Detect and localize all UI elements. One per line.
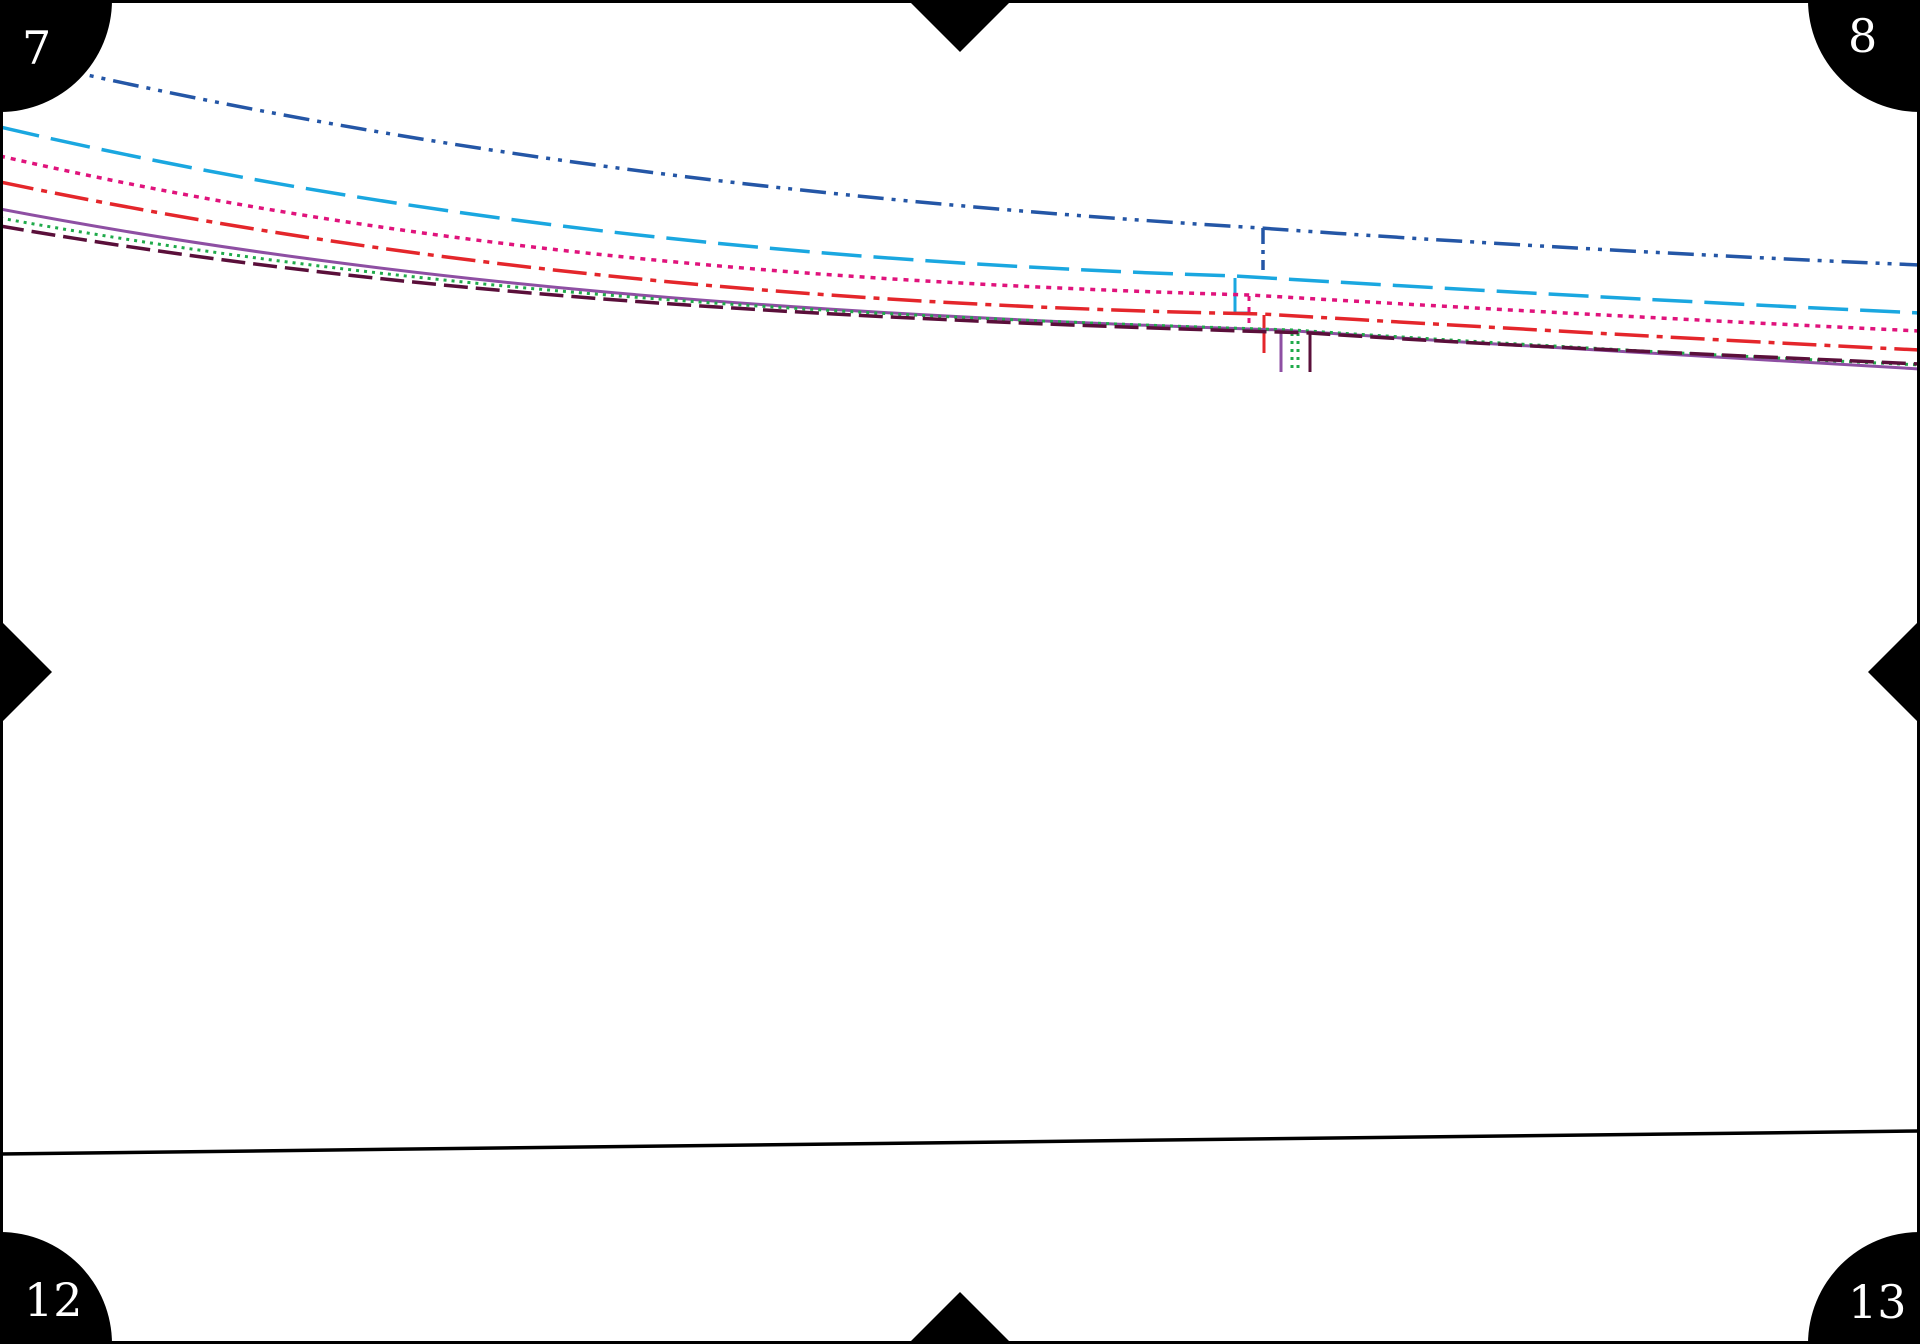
page-number-bottom-left: 12 [24,1273,83,1327]
corner-bottom-right [1808,1232,1920,1344]
page-number-bottom-right: 13 [1848,1275,1907,1329]
size-line-light-blue [0,125,1920,315]
size-line-magenta [0,154,1920,333]
page-number-top-right: 8 [1848,9,1877,63]
corner-top-left [0,0,112,112]
page-number-top-left: 7 [22,21,51,75]
straight-cut-line [0,1129,1920,1156]
left-triangle-mark [0,620,52,724]
size-line-green [0,216,1920,367]
right-triangle-mark [1868,620,1920,724]
bottom-triangle-mark [908,1292,1012,1344]
size-line-green-stub [1290,333,1300,371]
corner-bottom-left [0,1232,112,1344]
pattern-lines [0,53,1920,372]
corner-top-right [1808,0,1920,112]
size-line-red [0,180,1920,352]
size-line-dark-blue [0,53,1920,267]
size-line-maroon [0,224,1920,366]
top-triangle-mark [908,0,1012,52]
